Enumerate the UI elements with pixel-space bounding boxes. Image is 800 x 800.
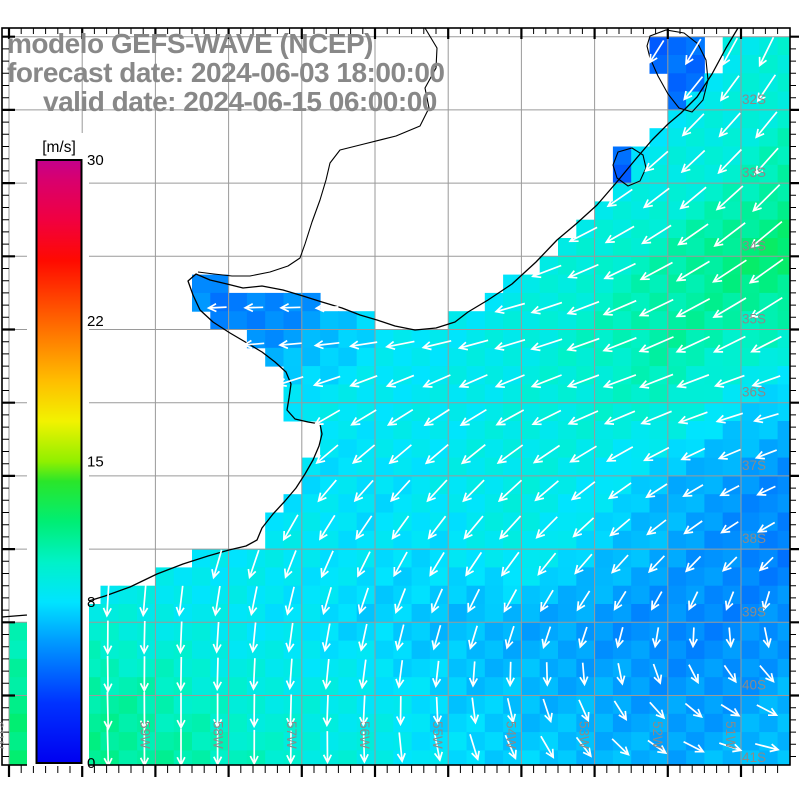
colorbar-tick-labels: 30 22 15 8 0 bbox=[87, 152, 104, 772]
svg-text:55W: 55W bbox=[430, 721, 445, 749]
svg-text:41S: 41S bbox=[742, 750, 766, 765]
svg-text:22: 22 bbox=[87, 313, 104, 330]
colorbar-unit-label: [m/s] bbox=[42, 139, 76, 156]
axis-ticks bbox=[2, 28, 799, 777]
svg-text:53W: 53W bbox=[577, 721, 592, 749]
svg-text:51W: 51W bbox=[723, 721, 738, 749]
svg-text:8: 8 bbox=[87, 594, 95, 611]
svg-text:61W: 61W bbox=[0, 721, 6, 749]
svg-text:59W: 59W bbox=[137, 721, 152, 749]
svg-text:58W: 58W bbox=[211, 721, 226, 749]
svg-text:56W: 56W bbox=[357, 721, 372, 749]
svg-text:33S: 33S bbox=[742, 165, 766, 180]
svg-text:0: 0 bbox=[87, 755, 95, 772]
svg-text:35S: 35S bbox=[742, 312, 766, 327]
svg-text:32S: 32S bbox=[742, 92, 766, 107]
svg-text:40S: 40S bbox=[742, 678, 766, 693]
colorbar: [m/s] 30 22 15 8 0 bbox=[27, 133, 104, 772]
graticule bbox=[2, 28, 790, 765]
svg-text:34S: 34S bbox=[742, 238, 766, 253]
svg-text:54W: 54W bbox=[503, 721, 518, 749]
svg-text:38S: 38S bbox=[742, 531, 766, 546]
colorbar-gradient bbox=[35, 159, 83, 764]
svg-text:36S: 36S bbox=[742, 385, 766, 400]
svg-text:37S: 37S bbox=[742, 458, 766, 473]
svg-text:15: 15 bbox=[87, 454, 104, 471]
svg-text:39S: 39S bbox=[742, 604, 766, 619]
svg-text:52W: 52W bbox=[650, 721, 665, 749]
lat-labels: 32S 33S 34S 35S 36S 37S 38S 39S 40S 41S bbox=[742, 92, 766, 765]
svg-text:57W: 57W bbox=[284, 721, 299, 749]
map-frame bbox=[1, 27, 799, 777]
svg-text:30: 30 bbox=[87, 152, 104, 169]
